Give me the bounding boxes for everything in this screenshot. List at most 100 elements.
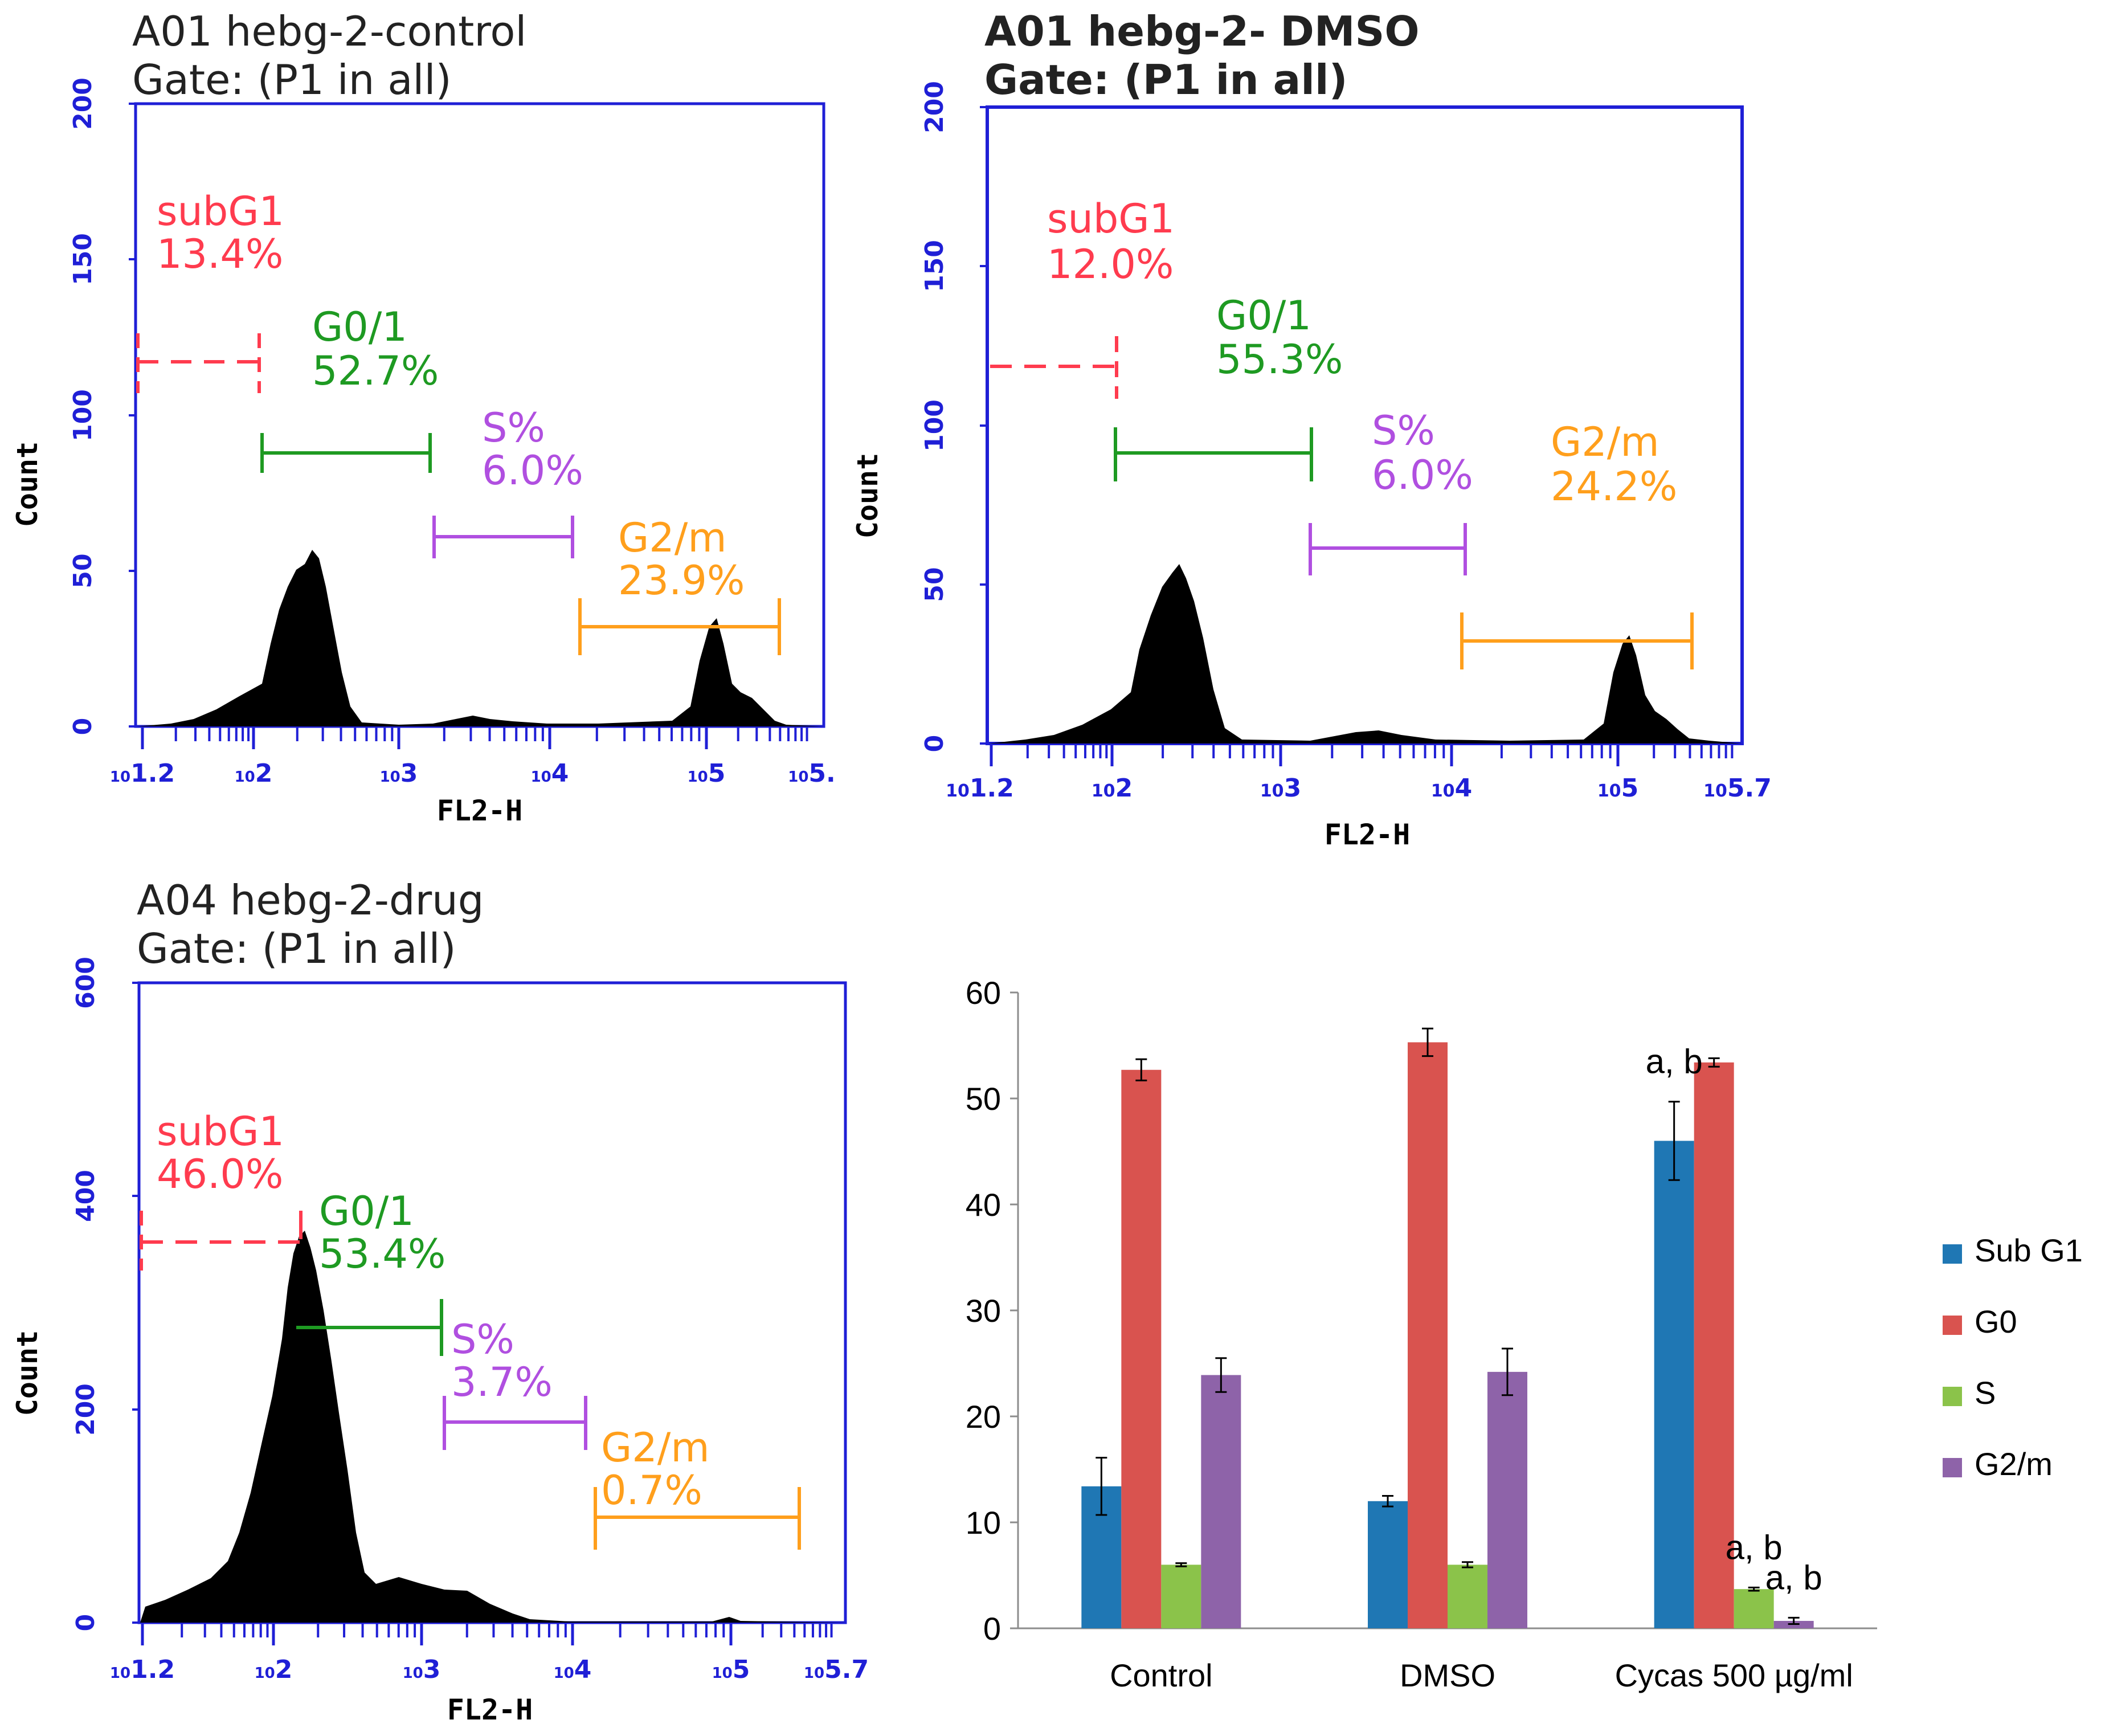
x-tick-label: 104 xyxy=(554,1655,592,1684)
y-tick-label: 200 xyxy=(71,1383,100,1436)
gate-g2m: G2/m 0.7% xyxy=(594,1424,801,1550)
gate-percent: 46.0% xyxy=(157,1151,283,1198)
gate-percent: 6.0% xyxy=(1372,452,1473,499)
y-axis-label: Count xyxy=(851,453,884,539)
x-tick-label: 104 xyxy=(1431,774,1472,803)
x-tick-label: DMSO xyxy=(1400,1657,1495,1693)
x-tick-label: 101.2 xyxy=(110,1655,175,1684)
y-tick-label: 40 xyxy=(966,1187,1001,1223)
y-tick-label: 10 xyxy=(966,1505,1001,1541)
significance-annotation: a, b xyxy=(1726,1528,1783,1566)
gate-percent: 6.0% xyxy=(482,447,583,494)
y-tick-label: 60 xyxy=(966,975,1001,1011)
x-axis: 101.2 102 103 104 105 105.7 xyxy=(946,774,1772,803)
gate-s: S% 3.7% xyxy=(443,1316,587,1450)
panel-title: A01 hebg-2-control xyxy=(132,7,526,55)
x-tick-label: 102 xyxy=(255,1655,293,1684)
gate-g2m: G2/m 24.2% xyxy=(1460,419,1694,669)
gate-name: G2/m xyxy=(1551,419,1659,465)
panel-gate-label: Gate: (P1 in all) xyxy=(137,925,456,973)
x-tick-label: Control xyxy=(1110,1657,1213,1693)
x-axis: 101.2 102 103 104 105 105. xyxy=(110,759,836,788)
legend-swatch xyxy=(1943,1316,1962,1335)
y-tick-label: 30 xyxy=(966,1293,1001,1329)
gate-percent: 3.7% xyxy=(451,1359,553,1406)
gate-s: S% 6.0% xyxy=(1309,407,1473,575)
x-tick-label: 103 xyxy=(380,759,418,788)
panel-title: A01 hebg-2- DMSO xyxy=(984,7,1420,55)
bar-g0 xyxy=(1408,1042,1448,1628)
x-tick-label: 105 xyxy=(1597,774,1638,803)
bar-sub-g1 xyxy=(1368,1501,1408,1628)
gate-name: G0/1 xyxy=(319,1188,414,1235)
gate-name: G0/1 xyxy=(1216,292,1311,339)
bar-g0 xyxy=(1121,1069,1162,1628)
gate-name: S% xyxy=(451,1316,514,1363)
bar-sub-g1 xyxy=(1654,1141,1694,1628)
gate-g01: G0/1 52.7% xyxy=(260,304,439,473)
gate-subg1: subG1 46.0% xyxy=(140,1108,303,1271)
y-tick-label: 150 xyxy=(68,233,97,285)
x-minor-ticks xyxy=(141,726,808,749)
y-tick-label: 100 xyxy=(68,389,97,442)
bar-s xyxy=(1448,1565,1487,1628)
gate-name: G2/m xyxy=(618,514,727,561)
x-tick-label: 104 xyxy=(531,759,569,788)
x-minor-ticks xyxy=(141,1623,833,1645)
legend-swatch xyxy=(1943,1458,1962,1477)
histogram-fill xyxy=(989,564,1742,744)
histogram-control: A01 hebg-2-control Gate: (P1 in all) 0 5… xyxy=(11,7,836,827)
x-tick-label: 105.7 xyxy=(1703,774,1772,803)
x-tick-label: 101.2 xyxy=(110,759,175,788)
x-axis-label: FL2-H xyxy=(447,1693,533,1726)
y-tick-label: 100 xyxy=(920,399,949,452)
y-tick-label: 0 xyxy=(68,718,97,736)
y-tick-label: 0 xyxy=(920,735,949,753)
y-tick-label: 50 xyxy=(920,567,949,602)
y-tick-label: 400 xyxy=(71,1170,100,1222)
y-axis: 0 50 100 150 200 xyxy=(68,77,136,735)
x-tick-label: Cycas 500 µg/ml xyxy=(1615,1657,1853,1693)
gate-name: subG1 xyxy=(1047,195,1175,242)
y-tick-label: 0 xyxy=(983,1611,1001,1647)
x-tick-label: 103 xyxy=(1260,774,1301,803)
x-axis: 101.2 102 103 104 105 105.7 xyxy=(110,1655,869,1684)
gate-percent: 12.0% xyxy=(1047,241,1174,288)
x-tick-label: 105. xyxy=(788,759,836,788)
gate-name: S% xyxy=(1372,407,1435,454)
legend-swatch xyxy=(1943,1387,1962,1406)
gate-name: subG1 xyxy=(157,188,284,235)
panel-gate-label: Gate: (P1 in all) xyxy=(132,56,452,104)
x-minor-ticks xyxy=(990,744,1734,766)
bar-s xyxy=(1161,1565,1201,1628)
x-tick-label: 105 xyxy=(712,1655,750,1684)
y-axis: 0 200 400 600 xyxy=(71,957,139,1631)
gate-percent: 0.7% xyxy=(601,1467,702,1514)
gate-subg1: subG1 12.0% xyxy=(990,195,1175,399)
y-tick-label: 0 xyxy=(71,1614,100,1632)
x-tick-label: 101.2 xyxy=(946,774,1014,803)
gate-markers: subG1 12.0% G0/1 55.3% S% 6.0% xyxy=(990,195,1694,669)
gate-percent: 13.4% xyxy=(157,231,283,277)
y-tick-label: 200 xyxy=(920,81,949,133)
gate-markers: subG1 13.4% G0/1 52.7% S% 6.0% xyxy=(136,188,781,655)
y-axis-label: Count xyxy=(11,1330,44,1416)
panel-title: A04 hebg-2-drug xyxy=(137,876,484,924)
legend-label: S xyxy=(1975,1375,1996,1411)
y-tick-label: 50 xyxy=(68,553,97,588)
gate-name: G0/1 xyxy=(312,304,407,350)
gate-percent: 53.4% xyxy=(319,1231,445,1277)
legend-label: Sub G1 xyxy=(1975,1232,2083,1268)
x-tick-label: 105.7 xyxy=(804,1655,869,1684)
y-axis: 0 50 100 150 200 xyxy=(920,81,987,752)
bar-g2-m xyxy=(1487,1371,1527,1628)
y-axis-label: Count xyxy=(11,442,44,528)
gate-subg1: subG1 13.4% xyxy=(136,188,284,393)
x-tick-label: 102 xyxy=(235,759,273,788)
significance-annotation: a, b xyxy=(1646,1043,1703,1081)
gate-percent: 52.7% xyxy=(312,348,439,394)
gate-name: subG1 xyxy=(157,1108,284,1155)
x-axis-label: FL2-H xyxy=(1325,818,1411,851)
gate-g01: G0/1 53.4% xyxy=(296,1188,445,1356)
